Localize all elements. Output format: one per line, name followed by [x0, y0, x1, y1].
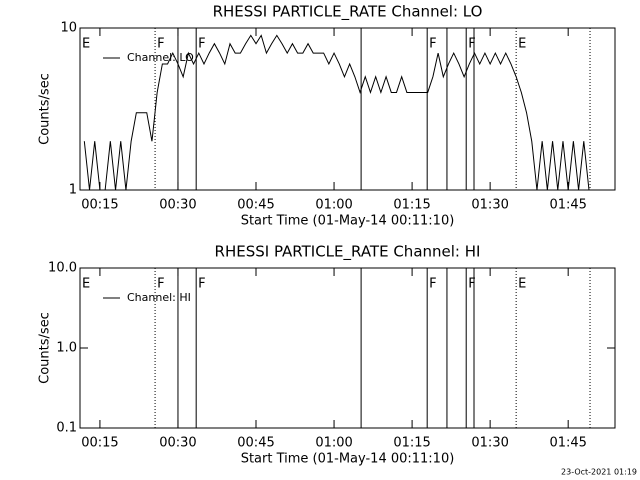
y-axis-label: Counts/sec [38, 312, 53, 384]
legend-label: Channel: HI [127, 291, 191, 304]
chart-title: RHESSI PARTICLE_RATE Channel: LO [213, 3, 483, 22]
x-axis-label: Start Time (01-May-14 00:11:10) [241, 214, 455, 229]
flag-label: E [518, 37, 526, 52]
flag-label: F [157, 277, 164, 292]
flag-label: F [468, 277, 475, 292]
x-tick-label: 01:30 [471, 198, 508, 213]
x-tick-label: 01:00 [315, 436, 352, 451]
x-tick-label: 00:15 [81, 436, 118, 451]
flag-label: E [82, 277, 90, 292]
y-tick-label: 1.0 [56, 341, 77, 356]
flag-label: E [518, 277, 526, 292]
x-tick-label: 00:15 [81, 198, 118, 213]
x-tick-label: 01:15 [393, 436, 430, 451]
x-tick-label: 01:45 [549, 198, 586, 213]
flag-label: F [429, 277, 436, 292]
data-line [83, 34, 590, 191]
flag-label: F [157, 37, 164, 52]
y-tick-label: 0.1 [56, 421, 77, 436]
y-tick-label: 1 [69, 183, 77, 198]
y-axis-label: Counts/sec [38, 73, 53, 145]
flag-label: F [198, 277, 205, 292]
x-tick-label: 01:15 [393, 198, 430, 213]
flag-label: F [429, 37, 436, 52]
chart-title: RHESSI PARTICLE_RATE Channel: HI [215, 243, 481, 262]
x-tick-label: 01:00 [315, 198, 352, 213]
x-axis-label: Start Time (01-May-14 00:11:10) [241, 452, 455, 467]
flag-label: E [82, 37, 90, 52]
y-tick-label: 10.0 [48, 261, 77, 276]
y-tick-label: 10 [60, 21, 77, 36]
x-tick-label: 00:45 [237, 198, 274, 213]
x-tick-label: 00:30 [159, 198, 196, 213]
flag-label: F [468, 37, 475, 52]
x-tick-label: 01:45 [549, 436, 586, 451]
flag-label: F [198, 37, 205, 52]
legend-label: Channel: LO [127, 51, 194, 64]
x-tick-label: 00:30 [159, 436, 196, 451]
x-tick-label: 00:45 [237, 436, 274, 451]
x-tick-label: 01:30 [471, 436, 508, 451]
footer: 23-Oct-2021 01:19 [561, 468, 637, 477]
